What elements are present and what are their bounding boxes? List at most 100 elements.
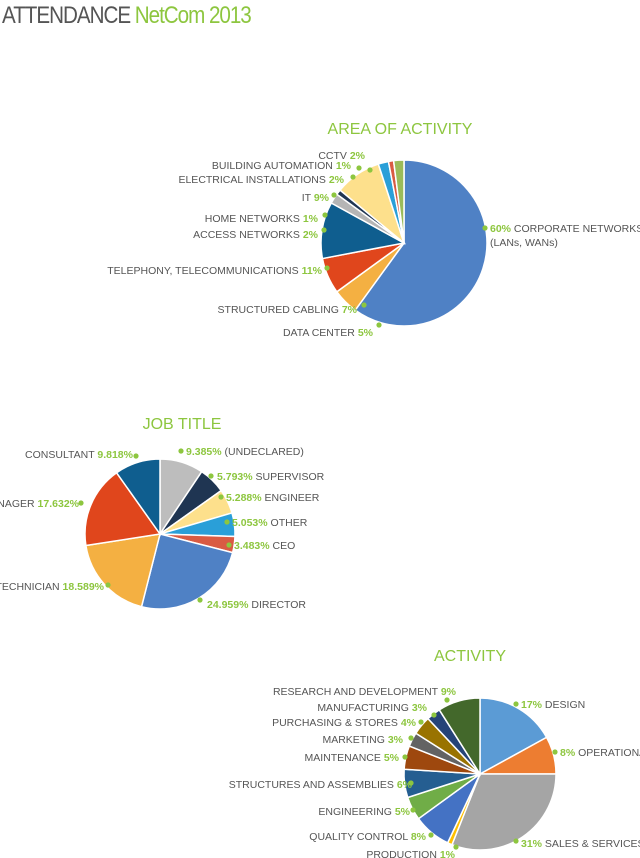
leader-dot xyxy=(513,701,519,707)
pie-slice xyxy=(392,159,405,244)
leader-dot xyxy=(324,265,330,271)
slice-value: 5% xyxy=(358,327,374,339)
leader-dot xyxy=(208,473,214,479)
slice-name: CCTV xyxy=(318,150,350,162)
leader-dot xyxy=(428,832,434,838)
slice-label: 9.385% (UNDECLARED) xyxy=(186,446,304,458)
slice-name: DESIGN xyxy=(542,699,585,711)
slice-name: CONSULTANT xyxy=(25,449,97,461)
slice-value: 1% xyxy=(336,160,352,172)
leader-dot xyxy=(218,494,224,500)
slice-label: MARKETING 3% xyxy=(322,734,403,746)
slice-label: HOME NETWORKS 1% xyxy=(205,213,319,225)
slice-name: (UNDECLARED) xyxy=(222,446,304,458)
leader-dot xyxy=(322,212,328,218)
leader-dot xyxy=(418,719,424,725)
slice-name: STRUCTURES AND ASSEMBLIES xyxy=(229,779,397,791)
slice-name: DATA CENTER xyxy=(283,327,358,339)
slice-value: 9% xyxy=(314,192,330,204)
slice-value: 24.959% xyxy=(207,599,249,611)
leader-dot xyxy=(376,322,382,328)
leader-dot xyxy=(408,780,414,786)
pie-slice xyxy=(479,697,548,776)
leader-dot xyxy=(226,542,232,548)
slice-label: 31% SALES & SERVICES xyxy=(521,838,640,850)
slice-value: 2% xyxy=(303,229,319,241)
slice-value: 9.385% xyxy=(186,446,222,458)
slice-value: 31% xyxy=(521,838,543,850)
slice-label: RESEARCH AND DEVELOPMENT 9% xyxy=(273,686,457,698)
leader-dot xyxy=(402,754,408,760)
slice-value: 8% xyxy=(560,747,576,759)
leader-dot xyxy=(224,519,230,525)
slice-value: 2% xyxy=(329,174,345,186)
leader-dot xyxy=(367,167,373,173)
slice-label: ENGINEERING 5% xyxy=(318,806,410,818)
slice-name: MANUFACTURING xyxy=(317,702,412,714)
slice-name: SALES & SERVICES xyxy=(542,838,640,850)
slice-label: 5.053% OTHER xyxy=(232,517,308,529)
leader-dot xyxy=(513,838,519,844)
slice-value: 17% xyxy=(521,699,543,711)
slice-label: STRUCTURES AND ASSEMBLIES 6% xyxy=(229,779,413,791)
slice-value: 5.793% xyxy=(217,471,253,483)
slice-label: BUILDING AUTOMATION 1% xyxy=(212,160,352,172)
leader-dot xyxy=(482,225,488,231)
leader-dot xyxy=(331,192,337,198)
pie-chart-3: ACTIVITY 17% DESIGN 8% OPERATIONAL 31% SALE… xyxy=(229,648,640,858)
slice-label: ELECTRICAL INSTALLATIONS 2% xyxy=(178,174,344,186)
slice-name: OTHER xyxy=(268,517,308,529)
slice-value: 3.483% xyxy=(234,540,270,552)
leader-dot xyxy=(78,500,84,506)
slice-value: 1% xyxy=(440,849,456,858)
slice-name: CEO xyxy=(270,540,296,552)
slice-name: ELECTRICAL INSTALLATIONS xyxy=(178,174,328,186)
page-title: ATTENDANCE NetCom 2013 xyxy=(2,2,252,30)
slice-label-line2: (LANs, WANs) xyxy=(490,237,558,249)
pie-slice xyxy=(451,773,557,851)
slice-name: TELEPHONY, TELECOMMUNICATIONS xyxy=(107,265,301,277)
slice-name: STRUCTURED CABLING xyxy=(218,304,342,316)
slice-name: SUPERVISOR xyxy=(253,471,325,483)
chart-title: AREA OF ACTIVITY xyxy=(328,121,473,138)
slice-label: MANUFACTURING 3% xyxy=(317,702,427,714)
slice-label: IT 9% xyxy=(302,192,330,204)
slice-name: HOME NETWORKS xyxy=(205,213,303,225)
slice-label: 8% OPERATIONAL xyxy=(560,747,640,759)
slice-value: 7% xyxy=(342,304,358,316)
slice-name: RESEARCH AND DEVELOPMENT xyxy=(273,686,441,698)
pie-slice xyxy=(354,159,488,327)
slice-value: 2% xyxy=(350,150,366,162)
slice-value: 3% xyxy=(388,734,404,746)
slice-value: 11% xyxy=(302,265,323,277)
slice-label: 5.288% ENGINEER xyxy=(226,492,320,504)
leader-dot xyxy=(444,697,450,703)
slice-value: 6% xyxy=(397,779,413,791)
chart-title: JOB TITLE xyxy=(143,416,222,433)
pie-slice xyxy=(438,697,481,777)
slice-label: ACCESS NETWORKS 2% xyxy=(193,229,319,241)
slice-value: 5.053% xyxy=(232,517,268,529)
slice-label: CONSULTANT 9.818% xyxy=(25,449,134,461)
slice-label: MAINTENANCE 5% xyxy=(304,752,399,764)
leader-dot xyxy=(321,227,327,233)
slice-name: IT xyxy=(302,192,314,204)
slice-name: ENGINEER xyxy=(262,492,320,504)
slice-name: ACCESS NETWORKS xyxy=(193,229,303,241)
slice-name: OPERATIONAL xyxy=(575,747,640,759)
leader-dot xyxy=(431,712,437,718)
pie-slice xyxy=(115,458,161,537)
slice-value: 3% xyxy=(412,702,428,714)
slice-label: QUALITY CONTROL 8% xyxy=(309,831,426,843)
leader-dot xyxy=(410,807,416,813)
leader-dot xyxy=(197,597,203,603)
slice-name: BUILDING AUTOMATION xyxy=(212,160,336,172)
slice-value: 60% xyxy=(490,223,512,235)
pie-slice xyxy=(85,533,162,608)
slice-label: 24.959% DIRECTOR xyxy=(207,599,306,611)
slice-value: 18.589% xyxy=(63,581,105,593)
slice-value: 8% xyxy=(411,831,427,843)
title-part-attendance: ATTENDANCE xyxy=(2,2,131,29)
slice-value: 9% xyxy=(441,686,457,698)
pie-slice xyxy=(84,471,162,547)
